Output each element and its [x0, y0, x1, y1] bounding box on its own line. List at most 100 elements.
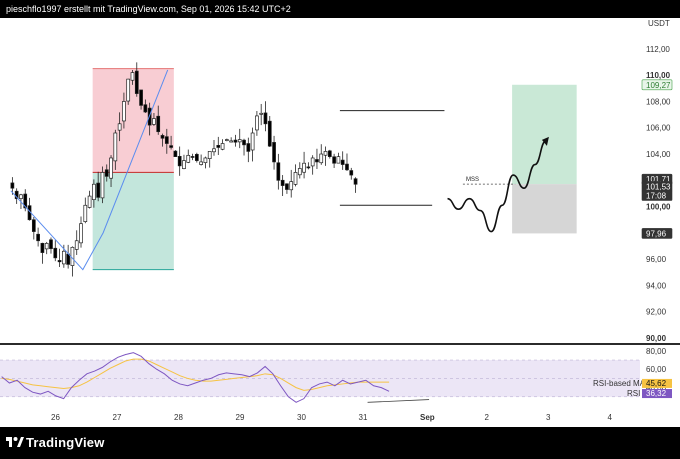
candlestick-series	[10, 62, 358, 277]
candle-body	[340, 159, 345, 165]
rsi-tick-label: 60,00	[646, 365, 667, 374]
candle-body	[134, 70, 139, 94]
candle-body	[319, 153, 324, 164]
rsi-ma-value-badge	[642, 378, 672, 388]
candle-body	[289, 181, 294, 191]
price-tick-label: 108,00	[646, 97, 671, 106]
price-tick-label: 94,00	[646, 281, 667, 290]
candle-body	[229, 140, 234, 143]
candle-body	[104, 169, 109, 177]
candle-body	[53, 247, 58, 259]
candle-body	[92, 183, 96, 200]
candle-body	[216, 145, 221, 148]
candle-body	[259, 112, 264, 115]
time-tick-label: 27	[113, 413, 122, 422]
short-target-zone	[92, 172, 174, 270]
candle-body	[156, 115, 161, 133]
candle-body	[220, 143, 225, 150]
rsi-ma-legend-label: RSI-based MA	[593, 379, 646, 388]
candle-body	[246, 143, 251, 152]
price-pane[interactable]: MSS	[10, 62, 577, 277]
candle-body	[113, 132, 118, 162]
tradingview-logo-icon	[6, 437, 24, 447]
price-axis[interactable]: USDT 112,00110,00108,00106,00104,00102,0…	[641, 19, 673, 343]
price-tick-label: 96,00	[646, 255, 667, 264]
candle-body	[139, 89, 143, 106]
candle-body	[164, 136, 169, 144]
time-tick-label: 3	[546, 413, 551, 422]
candle-body	[276, 162, 281, 181]
price-tick-label: 106,00	[646, 124, 671, 133]
candle-body	[225, 139, 229, 141]
candle-body	[160, 135, 165, 139]
rsi-ma-value: 45,62	[646, 379, 667, 388]
price-badge	[641, 190, 673, 201]
candle-body	[233, 139, 238, 143]
time-tick-label: 29	[236, 413, 245, 422]
candle-body	[130, 72, 135, 81]
candle-body	[349, 170, 354, 176]
divergence-line	[367, 399, 430, 403]
candle-body	[199, 161, 203, 165]
brand-name: TradingView	[26, 435, 105, 450]
time-tick-label: 28	[174, 413, 183, 422]
chart-caption-bar: pieschflo1997 erstellt mit TradingView.c…	[0, 0, 680, 18]
candle-body	[212, 148, 216, 153]
candle-body	[96, 182, 101, 198]
candle-body	[79, 223, 83, 244]
short-stop-zone	[92, 68, 174, 173]
candle-body	[122, 101, 126, 122]
long-stop-zone	[512, 184, 577, 234]
price-badge-label: 109,27	[646, 81, 671, 90]
candle-body	[173, 150, 178, 157]
rsi-line	[1, 352, 390, 403]
candle-body	[152, 118, 156, 125]
price-tick-label: 104,00	[646, 150, 671, 159]
rsi-tick-label: 40,00	[646, 384, 667, 393]
price-badge-label: 101,53	[646, 182, 671, 191]
candle-body	[203, 157, 208, 164]
candle-body	[62, 250, 66, 265]
candle-body	[194, 154, 199, 161]
candle-body	[336, 156, 341, 164]
candle-body	[327, 150, 332, 158]
trend-line	[10, 69, 169, 271]
price-badge-label: 17:08	[646, 191, 667, 200]
candle-body	[177, 156, 182, 167]
position-zones	[92, 68, 577, 271]
candle-body	[237, 139, 242, 143]
candle-body	[323, 151, 328, 156]
candle-body	[10, 182, 15, 189]
candle-body	[100, 172, 105, 199]
candle-body	[31, 219, 36, 232]
time-tick-label: 30	[297, 413, 306, 422]
price-badge-label: 97,96	[646, 229, 667, 238]
candle-body	[49, 239, 53, 249]
rsi-legend-label: RSI	[627, 389, 640, 398]
price-tick-label: 100,00	[646, 203, 671, 212]
long-target-zone	[512, 84, 577, 185]
candle-body	[280, 179, 285, 186]
price-tick-label: 92,00	[646, 308, 667, 317]
time-tick-label: 4	[608, 413, 613, 422]
candle-body	[310, 157, 315, 167]
time-tick-label: 26	[51, 413, 60, 422]
rsi-value-badge	[642, 389, 672, 399]
candle-body	[272, 142, 276, 163]
candle-body	[297, 168, 302, 176]
price-badge	[641, 79, 673, 91]
candle-body	[126, 78, 131, 102]
candle-body	[109, 157, 113, 179]
mss-label: MSS	[466, 177, 479, 183]
price-tick-label: 110,00	[646, 71, 671, 80]
candle-body	[315, 159, 319, 163]
candle-body	[190, 156, 195, 158]
candle-body	[255, 115, 259, 131]
candle-body	[186, 154, 191, 163]
candle-body	[302, 162, 306, 173]
time-axis[interactable]: 26 27 28 29 30 31 Sep 2 3 4	[51, 413, 613, 422]
candle-body	[23, 193, 28, 209]
projection-arrow-head	[541, 136, 549, 146]
